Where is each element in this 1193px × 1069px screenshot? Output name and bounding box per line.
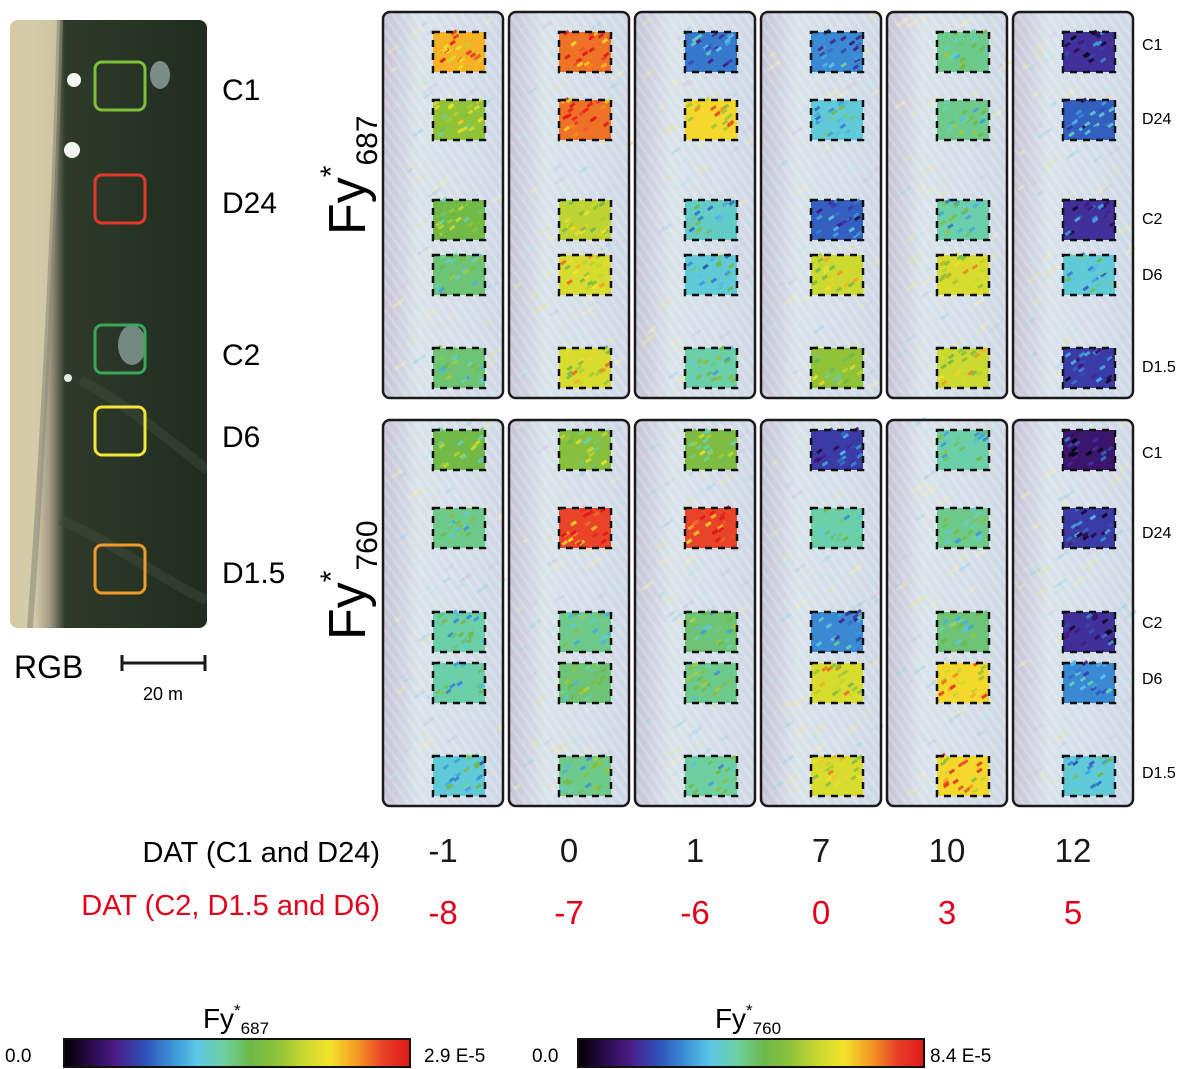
rgb-plot-label: C2 (222, 339, 260, 372)
colorbar-760: Fy*760 0.0 8.4 E-5 (532, 1001, 991, 1068)
dat-c2-d15-d6-value: -8 (428, 894, 457, 931)
scale-bar (120, 655, 207, 671)
rgb-plot-marker (93, 405, 147, 457)
panel-plot-label: C1 (1142, 37, 1163, 54)
colorbar-687: Fy*687 0.0 2.9 E-5 (5, 1001, 485, 1068)
panel-fy687-col-4 (885, 10, 1013, 400)
colorbar-gradient (577, 1038, 925, 1068)
right-plot-labels: C1 D24 C2 D6 D1.5 C1 D24 C2 D6 D1.5 (1142, 37, 1176, 782)
colorbar-title: Fy*687 (203, 1001, 269, 1038)
colorbar-min: 0.0 (532, 1046, 558, 1067)
panel-plot-label: C2 (1142, 615, 1163, 632)
dat-c1-d24-label: DAT (C1 and D24) (143, 837, 380, 869)
panel-fy760-col-5 (1011, 418, 1138, 808)
scale-bar-label: 20 m (143, 684, 183, 704)
plot-cell (559, 612, 611, 652)
rgb-plot-label: D6 (222, 421, 260, 454)
panel-plot-label: D1.5 (1142, 765, 1176, 782)
panel-fy687-col-3 (759, 10, 883, 400)
rgb-plot-marker (93, 60, 147, 112)
dat-c1-d24-value: -1 (428, 832, 457, 869)
panel-fy760-col-3 (759, 418, 885, 808)
panel-fy687-col-2 (633, 10, 758, 400)
plot-cell (1063, 255, 1115, 295)
rgb-title: RGB (14, 649, 83, 685)
panel-plot-label: C1 (1142, 445, 1163, 462)
dat-c2-d15-d6-label: DAT (C2, D1.5 and D6) (81, 890, 380, 922)
dat-c1-d24-value: 0 (560, 832, 578, 869)
rgb-plot-label: D1.5 (222, 557, 285, 590)
colorbar-gradient (63, 1038, 411, 1068)
panel-plot-label: D6 (1142, 267, 1163, 284)
panel-plot-label: D24 (1142, 525, 1171, 542)
panel-fy760-col-0 (381, 417, 508, 808)
panel-fy760-col-4 (885, 416, 1009, 808)
panel-plot-label: D1.5 (1142, 359, 1176, 376)
svg-text:Fy*760: Fy*760 (315, 520, 384, 640)
panel-plot-label: D24 (1142, 111, 1171, 128)
dat-c2-d15-d6-value: 5 (1064, 894, 1082, 931)
dat-c2-d15-d6-value: 3 (938, 894, 956, 931)
colorbar-max: 2.9 E-5 (424, 1046, 485, 1067)
rgb-image (10, 20, 207, 628)
plot-cell (433, 32, 485, 72)
panel-fy687-col-0 (381, 10, 505, 400)
dat-c2-d15-d6-value: -6 (680, 894, 709, 931)
panel-plot-label: C2 (1142, 211, 1163, 228)
rgb-plot-label: D24 (222, 187, 277, 220)
dat-c1-d24-value: 12 (1055, 832, 1092, 869)
dat-c1-d24-value: 7 (812, 832, 830, 869)
panels-grid (381, 10, 1138, 808)
row-label-fy687: Fy*687 (315, 115, 384, 235)
rgb-plot-marker (93, 173, 147, 225)
rgb-plot-marker (93, 543, 147, 595)
panel-fy687-col-5 (1011, 10, 1137, 400)
svg-text:Fy*687: Fy*687 (315, 115, 384, 235)
panel-plot-label: D6 (1142, 671, 1163, 688)
panel-fy760-col-1 (507, 418, 631, 808)
row-label-fy760: Fy*760 (315, 520, 384, 640)
colorbar-title: Fy*760 (715, 1001, 781, 1038)
colorbar-max: 8.4 E-5 (930, 1046, 991, 1067)
dat-c2-d15-d6-value: 0 (812, 894, 830, 931)
rgb-plot-label: C1 (222, 74, 260, 107)
dat-c2-d15-d6-value: -7 (554, 894, 583, 931)
dat-c1-d24-value: 1 (686, 832, 704, 869)
plot-cell (811, 32, 863, 72)
dat-c1-d24-value: 10 (929, 832, 966, 869)
panel-fy687-col-1 (507, 10, 635, 400)
plot-cell (685, 348, 737, 388)
panel-fy760-col-2 (633, 418, 757, 808)
rgb-plot-marker (93, 323, 147, 375)
colorbar-min: 0.0 (5, 1046, 31, 1067)
